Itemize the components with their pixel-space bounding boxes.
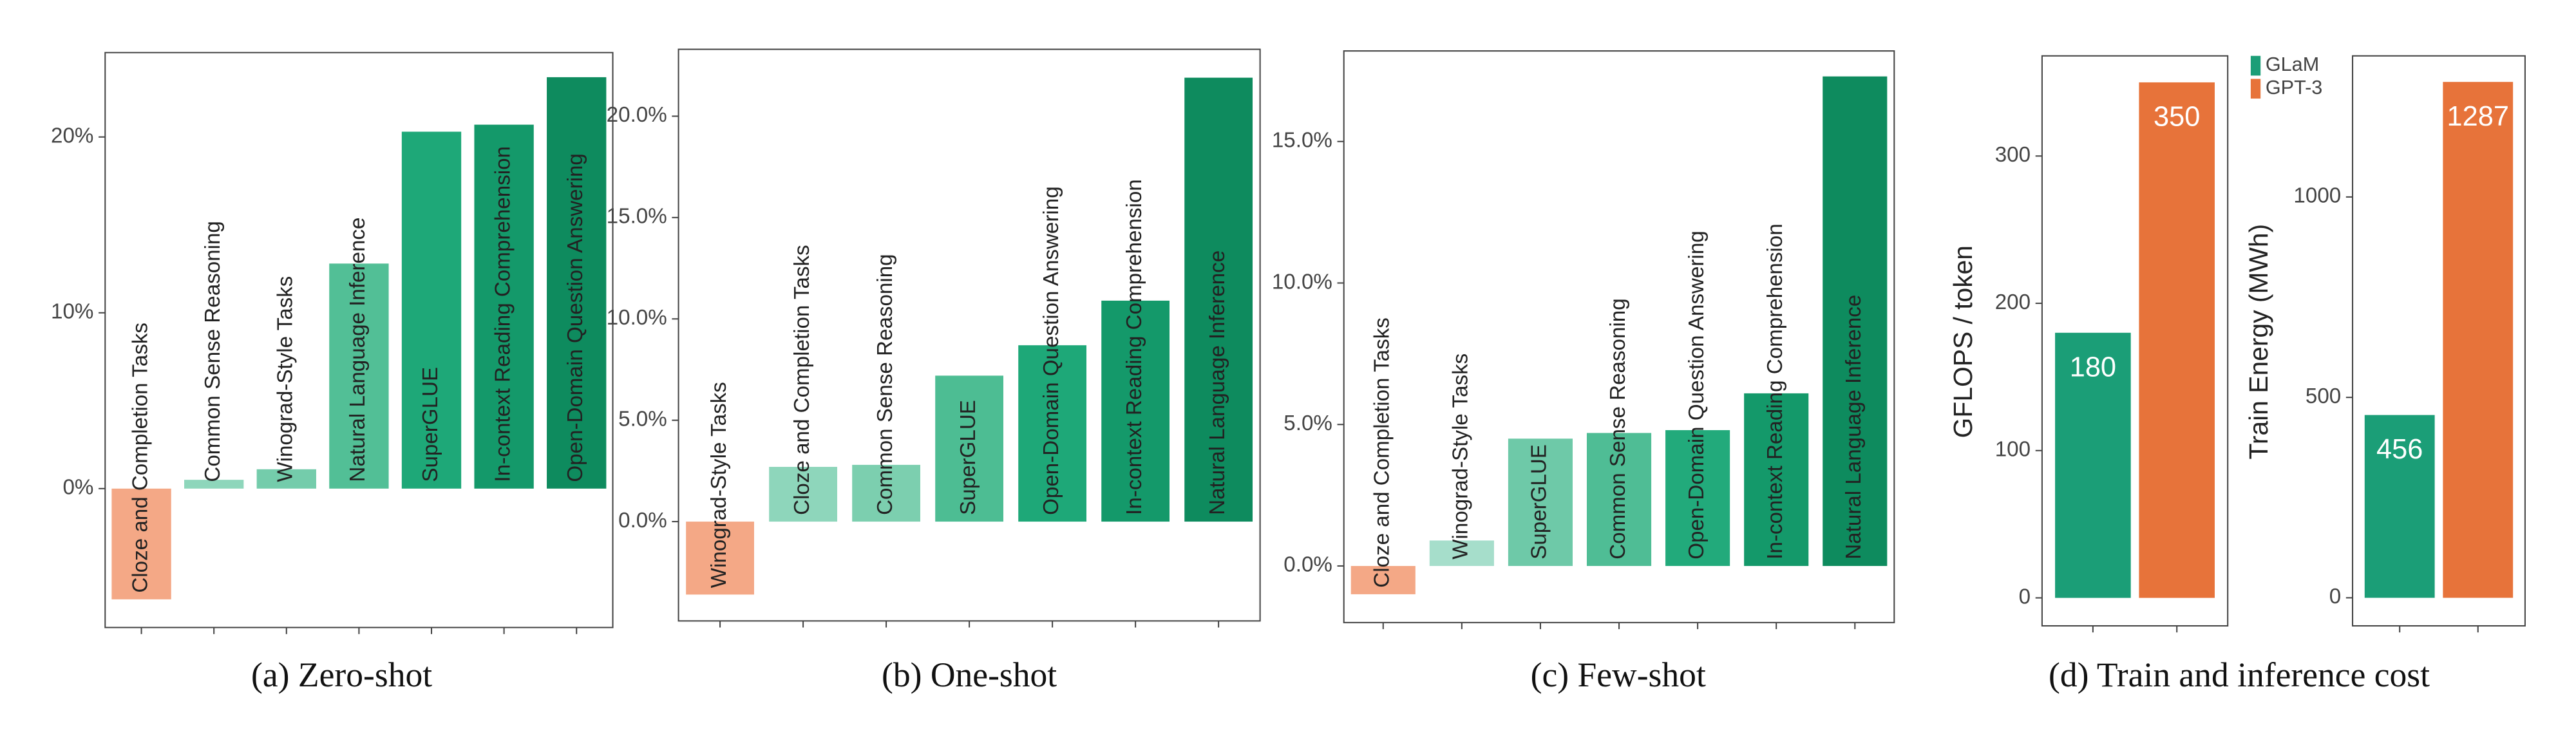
plot-frame: [677, 48, 1261, 622]
bar-category-label: Winograd-Style Tasks: [707, 382, 731, 588]
caption: (b) One-shot: [882, 655, 1057, 694]
bar-category-label: In-context Reading Comprehension: [491, 146, 515, 482]
legend-swatch: [2250, 79, 2261, 99]
bar: [2139, 82, 2215, 598]
y-tick-label: 5.0%: [618, 407, 667, 431]
y-axis-title: GFLOPS / token: [1948, 245, 1978, 438]
bar: [2055, 332, 2131, 598]
bar-category-label: Natural Language Inference: [1206, 250, 1229, 515]
bar-category-label: SuperGLUE: [419, 367, 442, 482]
bar-category-label: Open-Domain Question Answering: [1039, 186, 1063, 515]
value-label: 456: [2376, 434, 2423, 465]
bar-category-label: Winograd-Style Tasks: [1449, 353, 1473, 560]
value-label: 1287: [2447, 101, 2509, 132]
y-tick-label: 1000: [2293, 184, 2341, 208]
bar: [769, 467, 837, 522]
bar-category-label: Winograd-Style Tasks: [274, 276, 298, 482]
y-tick-label: 100: [1995, 438, 2031, 462]
bar: [852, 464, 920, 522]
bar: [111, 488, 171, 599]
y-tick-label: 0.0%: [618, 509, 667, 533]
bar-category-label: Common Sense Reasoning: [201, 221, 225, 482]
bar-category-label: Natural Language Inference: [346, 218, 370, 482]
y-tick-label: 0%: [62, 476, 93, 500]
bar: [547, 77, 607, 489]
y-tick-label: 20.0%: [607, 103, 667, 127]
caption: (d) Train and inference cost: [2049, 655, 2430, 694]
bar: [686, 522, 754, 595]
bar: [329, 263, 389, 489]
y-tick-label: 5.0%: [1283, 411, 1332, 435]
bar: [1508, 438, 1573, 566]
bar-category-label: Natural Language Inference: [1842, 295, 1866, 560]
bar: [1823, 76, 1888, 566]
bar-category-label: Common Sense Reasoning: [1606, 298, 1630, 559]
y-tick-label: 10.0%: [1272, 270, 1332, 294]
y-tick-label: 15.0%: [607, 205, 667, 229]
y-tick-label: 0.0%: [1283, 553, 1332, 577]
bar: [2443, 82, 2514, 598]
bar-category-label: Cloze and Completion Tasks: [128, 323, 152, 593]
value-label: 180: [2070, 352, 2116, 382]
bar: [2364, 415, 2435, 598]
bar: [1429, 540, 1494, 566]
caption: (c) Few-shot: [1531, 655, 1706, 694]
bar-category-label: Cloze and Completion Tasks: [1370, 317, 1394, 588]
bar: [256, 469, 316, 489]
y-tick-label: 20%: [51, 124, 93, 148]
bar: [935, 375, 1003, 522]
y-axis-title: Train Energy (MWh): [2244, 224, 2273, 460]
bar-category-label: SuperGLUE: [956, 400, 980, 515]
bar-category-label: Cloze and Completion Tasks: [790, 245, 814, 515]
bar-category-label: SuperGLUE: [1528, 444, 1551, 560]
bar: [1586, 433, 1652, 566]
y-tick-label: 200: [1995, 290, 2031, 314]
bar: [1184, 77, 1253, 522]
y-tick-label: 15.0%: [1272, 129, 1332, 153]
bar: [184, 480, 244, 489]
value-label: 350: [2154, 102, 2200, 133]
bar-category-label: Common Sense Reasoning: [873, 254, 897, 514]
plot-frame: [2041, 55, 2229, 627]
y-tick-label: 0: [2019, 585, 2031, 608]
bar: [401, 131, 462, 489]
bar: [1350, 565, 1416, 594]
plot-frame: [2352, 55, 2526, 627]
y-tick-label: 10.0%: [607, 306, 667, 330]
bar: [474, 124, 534, 489]
legend-label: GPT-3: [2266, 77, 2322, 99]
legend-swatch: [2250, 55, 2261, 76]
bar: [1665, 430, 1730, 566]
y-tick-label: 0: [2329, 585, 2341, 608]
bar: [1101, 300, 1170, 522]
bar-category-label: Open-Domain Question Answering: [564, 153, 587, 482]
y-tick-label: 500: [2306, 384, 2341, 408]
bar-category-label: Open-Domain Question Answering: [1685, 231, 1709, 560]
legend-label: GLaM: [2266, 53, 2319, 75]
caption: (a) Zero-shot: [251, 655, 432, 694]
y-tick-label: 10%: [51, 300, 93, 324]
bar-category-label: In-context Reading Comprehension: [1763, 223, 1787, 560]
bar: [1744, 393, 1809, 566]
bar: [1018, 345, 1087, 522]
bar-category-label: In-context Reading Comprehension: [1122, 179, 1146, 515]
y-tick-label: 300: [1995, 143, 2031, 167]
